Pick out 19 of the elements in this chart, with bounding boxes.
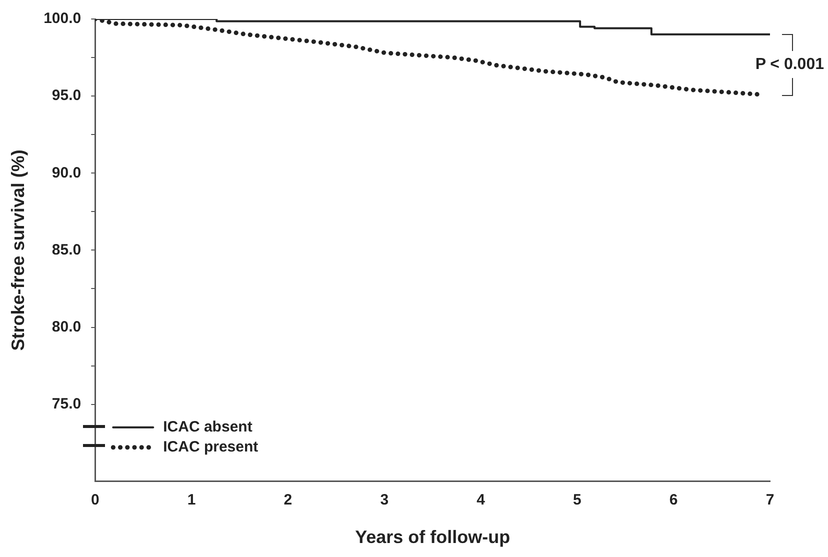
- y-tick-label: 95.0: [52, 87, 82, 104]
- x-tick-label: 4: [476, 492, 486, 509]
- x-tick-label: 2: [284, 492, 292, 509]
- x-tick-label: 1: [187, 492, 196, 509]
- x-tick-label: 6: [669, 492, 678, 509]
- y-tick-label: 85.0: [52, 241, 82, 258]
- legend-label: ICAC absent: [163, 418, 252, 436]
- x-tick-label: 5: [573, 492, 582, 509]
- annotation: P < 0.001: [755, 56, 824, 73]
- x-tick-label: 7: [766, 492, 774, 509]
- x-tick-label: 3: [380, 492, 389, 509]
- x-tick-label: 0: [90, 492, 100, 509]
- x-axis-title: Years of follow-up: [355, 527, 510, 548]
- y-tick-label: 100.0: [44, 10, 82, 28]
- y-axis-title: Stroke-free survival (%): [8, 150, 28, 351]
- legend-label: ICAC present: [163, 438, 258, 456]
- y-tick-label: 80.0: [52, 318, 82, 336]
- y-tick-label: 90.0: [52, 164, 82, 182]
- y-tick-label: 75.0: [52, 395, 82, 412]
